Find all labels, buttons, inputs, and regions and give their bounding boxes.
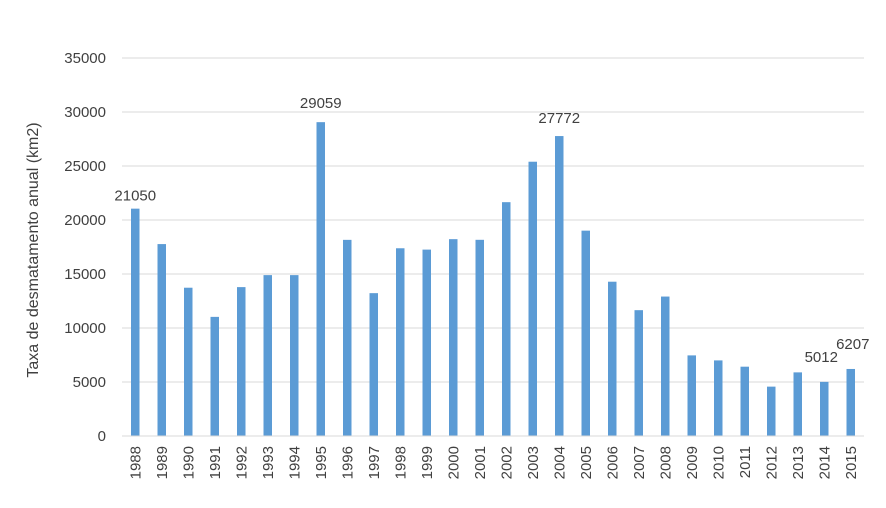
y-tick-label: 20000 <box>64 212 106 229</box>
y-axis-ticks: 0 5000 10000 15000 20000 25000 30000 35000 <box>64 50 106 445</box>
y-tick-label: 5000 <box>73 374 106 391</box>
bar-2002 <box>502 202 511 436</box>
y-tick-label: 15000 <box>64 266 106 283</box>
x-tick-label: 2003 <box>525 446 542 479</box>
bar-2014 <box>820 381 829 436</box>
x-tick-label: 2006 <box>604 446 621 479</box>
x-tick-label: 2013 <box>790 446 807 479</box>
bar-1988 <box>131 208 140 436</box>
x-tick-label: 1993 <box>260 446 277 479</box>
bar-2005 <box>581 230 590 436</box>
bar-1999 <box>422 249 431 436</box>
x-tick-label: 1996 <box>339 446 356 479</box>
x-tick-label: 1991 <box>207 446 224 479</box>
y-tick-label: 25000 <box>64 158 106 175</box>
bars <box>131 122 855 437</box>
x-tick-label: 2010 <box>710 446 727 479</box>
bar-2015 <box>846 368 855 436</box>
bar-1993 <box>263 275 272 436</box>
x-tick-label: 2011 <box>737 446 754 478</box>
data-label-2014: 5012 <box>805 349 838 366</box>
x-tick-label: 2002 <box>498 446 515 479</box>
x-tick-label: 2004 <box>551 446 568 479</box>
x-tick-label: 1998 <box>392 446 409 479</box>
x-tick-label: 1999 <box>419 446 436 479</box>
bar-2008 <box>661 296 670 436</box>
data-label-2004: 27772 <box>538 110 580 127</box>
bar-2006 <box>608 281 617 436</box>
bar-1992 <box>237 287 246 436</box>
bar-1991 <box>210 316 219 436</box>
bar-1995 <box>316 122 325 436</box>
x-tick-label: 1997 <box>366 446 383 479</box>
bar-1989 <box>157 244 166 436</box>
y-tick-label: 30000 <box>64 104 106 121</box>
y-tick-label: 35000 <box>64 50 106 67</box>
x-tick-label: 1994 <box>286 446 303 479</box>
bar-2013 <box>793 372 802 436</box>
data-label-1988: 21050 <box>114 188 156 205</box>
x-tick-label: 1989 <box>154 446 171 479</box>
bar-2003 <box>528 161 537 436</box>
bar-2012 <box>767 386 776 436</box>
bar-1998 <box>396 248 405 436</box>
data-label-2015: 6207 <box>836 336 869 353</box>
bar-2000 <box>449 239 458 436</box>
x-tick-label: 2009 <box>684 446 701 479</box>
x-tick-label: 1990 <box>180 446 197 479</box>
x-tick-label: 2000 <box>445 446 462 479</box>
y-tick-label: 10000 <box>64 320 106 337</box>
x-tick-label: 2015 <box>843 446 860 479</box>
x-axis-ticks: 1988 1989 1990 1991 1992 1993 1994 1995 1996 1997… <box>127 446 860 479</box>
x-tick-label: 2001 <box>472 446 489 479</box>
gridlines <box>122 57 864 383</box>
x-tick-label: 2007 <box>631 446 648 479</box>
bar-2009 <box>687 355 696 436</box>
x-tick-label: 1995 <box>313 446 330 479</box>
x-tick-label: 2008 <box>657 446 674 479</box>
bar-2010 <box>714 360 723 436</box>
x-tick-label: 2005 <box>578 446 595 479</box>
bar-1994 <box>290 275 299 436</box>
bar-2011 <box>740 366 749 436</box>
bar-1996 <box>343 239 352 436</box>
x-tick-label: 2012 <box>763 446 780 479</box>
x-tick-label: 2014 <box>816 446 833 479</box>
x-tick-label: 1992 <box>233 446 250 479</box>
y-axis-label: Taxa de desmatamento anual (km2) <box>25 122 42 377</box>
x-tick-label: 1988 <box>127 446 144 479</box>
bar-1990 <box>184 287 193 436</box>
bar-2007 <box>634 310 643 436</box>
bar-2001 <box>475 239 484 436</box>
y-tick-label: 0 <box>98 428 106 445</box>
bar-2004 <box>555 136 564 437</box>
bar-1997 <box>369 293 378 436</box>
data-label-1995: 29059 <box>300 95 342 112</box>
